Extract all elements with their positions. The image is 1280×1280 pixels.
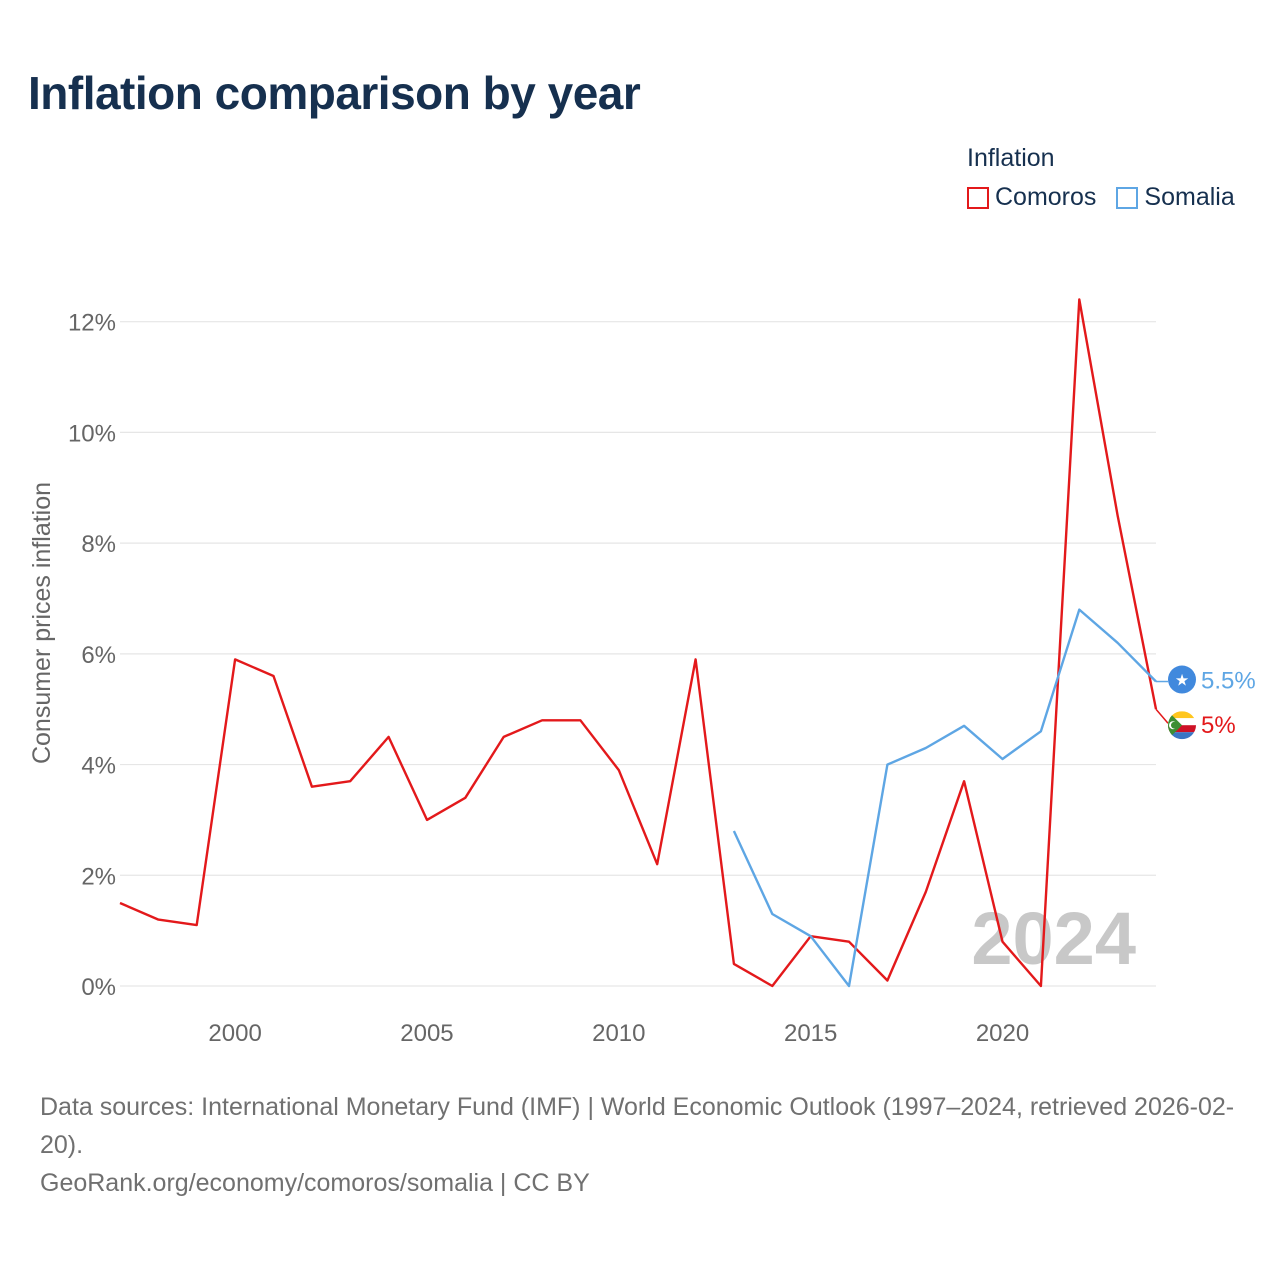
legend-label-comoros: Comoros (995, 183, 1097, 211)
crescent-cut (1171, 721, 1178, 729)
end-connector (1155, 708, 1169, 724)
end-value-label-comoros: 5% (1201, 712, 1236, 739)
flag-stripe (1168, 711, 1196, 719)
flag-icon-comoros (1168, 711, 1196, 740)
x-axis-ticks: 2000 2005 2010 2015 2020 (208, 1020, 1029, 1047)
source-line-1: Data sources: International Monetary Fun… (40, 1093, 1235, 1159)
gridlines (120, 321, 1156, 987)
x-tick-label: 2010 (592, 1020, 645, 1047)
y-tick-label: 2% (81, 863, 116, 890)
data-source-note: Data sources: International Monetary Fun… (40, 1088, 1250, 1202)
chart-title: Inflation comparison by year (28, 67, 641, 119)
legend-swatch-somalia (1116, 186, 1139, 209)
series-line-somalia[interactable] (732, 608, 1157, 988)
star-icon: ★ (1175, 673, 1189, 690)
x-tick-label: 2005 (400, 1020, 453, 1047)
flag-stripe (1168, 725, 1196, 733)
y-tick-label: 4% (81, 753, 116, 780)
flag-icon-somalia: ★ (1168, 665, 1196, 694)
end-value-label-somalia: 5.5% (1201, 668, 1256, 695)
legend-swatch-comoros (967, 186, 989, 209)
year-watermark: 2024 (971, 897, 1136, 980)
y-tick-label: 8% (81, 531, 116, 558)
y-tick-label: 10% (68, 420, 116, 447)
legend-item-somalia[interactable]: Somalia (1116, 183, 1235, 212)
x-tick-label: 2020 (976, 1020, 1029, 1047)
x-tick-label: 2015 (784, 1020, 837, 1047)
line-chart: 0% 2% 4% 6% 8% 10% 12% 2000 2005 2010 2015 2020 20… (28, 298, 1256, 1047)
y-tick-label: 0% (81, 974, 116, 1001)
y-axis-ticks: 0% 2% 4% 6% 8% 10% 12% (68, 310, 116, 1001)
y-tick-label: 12% (68, 310, 116, 337)
source-line-2[interactable]: GeoRank.org/economy/comoros/somalia | CC… (40, 1169, 590, 1197)
legend: Inflation Comoros Somalia (967, 144, 1235, 212)
flag-stripe (1168, 732, 1196, 740)
y-axis-label: Consumer prices inflation (28, 482, 56, 764)
flag-stripe (1168, 718, 1196, 726)
legend-item-comoros[interactable]: Comoros (967, 183, 1096, 212)
y-tick-label: 6% (81, 642, 116, 669)
legend-label-somalia: Somalia (1144, 183, 1235, 211)
series-lines (119, 298, 1158, 988)
legend-title: Inflation (967, 144, 1055, 172)
end-markers: 5% ★ 5.5% (1155, 665, 1256, 740)
flag-circle (1168, 665, 1196, 694)
x-tick-label: 2000 (208, 1020, 261, 1047)
series-line-comoros[interactable] (119, 298, 1158, 988)
